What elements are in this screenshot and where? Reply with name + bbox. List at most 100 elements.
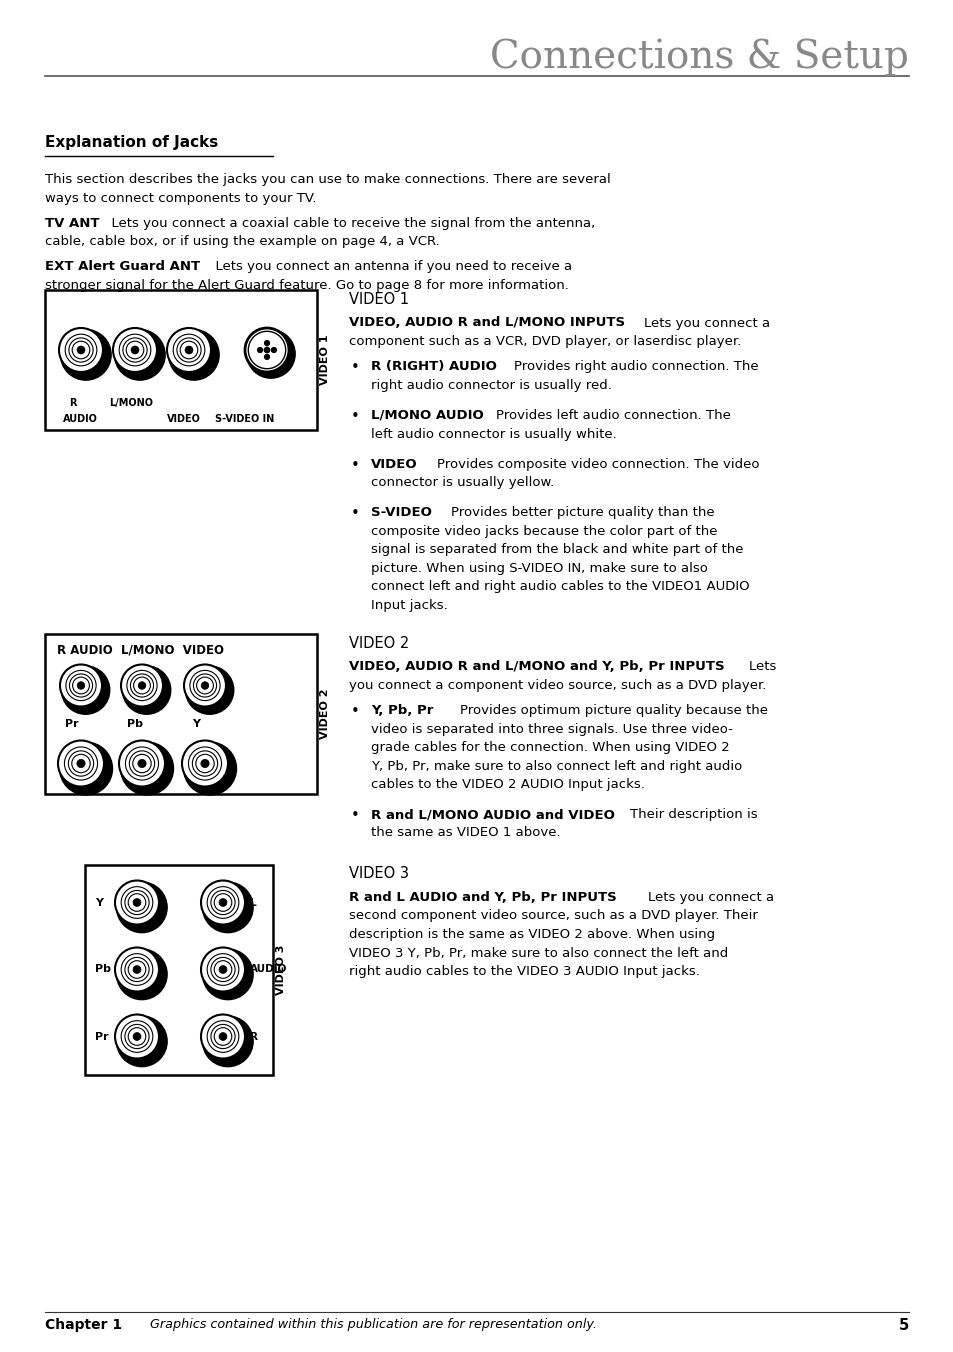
Text: VIDEO 1: VIDEO 1 <box>319 335 330 385</box>
Circle shape <box>201 948 245 991</box>
Circle shape <box>60 330 111 380</box>
Text: Lets you connect a: Lets you connect a <box>630 891 773 904</box>
Text: left audio connector is usually white.: left audio connector is usually white. <box>371 427 616 441</box>
Text: Explanation of Jacks: Explanation of Jacks <box>45 135 218 150</box>
Circle shape <box>60 664 102 707</box>
Text: stronger signal for the Alert Guard feature. Go to page 8 for more information.: stronger signal for the Alert Guard feat… <box>45 279 568 292</box>
Circle shape <box>138 681 146 690</box>
Text: R and L/MONO AUDIO and VIDEO: R and L/MONO AUDIO and VIDEO <box>371 808 615 821</box>
Text: cable, cable box, or if using the example on page 4, a VCR.: cable, cable box, or if using the exampl… <box>45 235 439 249</box>
Circle shape <box>132 1033 141 1041</box>
Text: description is the same as VIDEO 2 above. When using: description is the same as VIDEO 2 above… <box>349 927 715 941</box>
Circle shape <box>169 330 219 380</box>
Circle shape <box>115 1014 159 1059</box>
Text: Lets you connect a coaxial cable to receive the signal from the antenna,: Lets you connect a coaxial cable to rece… <box>103 218 595 230</box>
Circle shape <box>183 742 236 795</box>
Text: •: • <box>351 808 359 823</box>
Text: Provides left audio connection. The: Provides left audio connection. The <box>478 410 730 422</box>
Text: component such as a VCR, DVD player, or laserdisc player.: component such as a VCR, DVD player, or … <box>349 335 740 347</box>
Bar <box>85 864 273 1075</box>
Circle shape <box>219 965 227 973</box>
Text: S-VIDEO IN: S-VIDEO IN <box>214 415 274 425</box>
Text: Lets: Lets <box>731 660 776 673</box>
Circle shape <box>59 742 112 795</box>
Circle shape <box>272 347 276 353</box>
Text: VIDEO 1: VIDEO 1 <box>349 292 409 307</box>
Text: R (RIGHT) AUDIO: R (RIGHT) AUDIO <box>371 361 497 373</box>
Circle shape <box>120 742 173 795</box>
Circle shape <box>121 664 163 707</box>
Text: VIDEO 2: VIDEO 2 <box>349 635 409 650</box>
Circle shape <box>201 880 245 925</box>
Text: TV ANT: TV ANT <box>45 218 99 230</box>
Text: Y, Pb, Pr, make sure to also connect left and right audio: Y, Pb, Pr, make sure to also connect lef… <box>371 760 741 772</box>
Text: Provides better picture quality than the: Provides better picture quality than the <box>434 506 714 519</box>
Text: R: R <box>250 1032 257 1041</box>
Circle shape <box>184 664 226 707</box>
Text: 5: 5 <box>898 1318 908 1333</box>
Text: AUDIO: AUDIO <box>250 964 287 975</box>
Text: VIDEO 3 Y, Pb, Pr, make sure to also connect the left and: VIDEO 3 Y, Pb, Pr, make sure to also con… <box>349 946 727 960</box>
Circle shape <box>115 948 159 991</box>
Text: right audio connector is usually red.: right audio connector is usually red. <box>371 379 611 392</box>
Circle shape <box>119 741 165 787</box>
Circle shape <box>132 965 141 973</box>
Text: picture. When using S-VIDEO IN, make sure to also: picture. When using S-VIDEO IN, make sur… <box>371 561 707 575</box>
Circle shape <box>201 681 209 690</box>
Circle shape <box>77 760 85 768</box>
Circle shape <box>264 354 269 360</box>
Text: •: • <box>351 457 359 472</box>
Text: R and L AUDIO and Y, Pb, Pr INPUTS: R and L AUDIO and Y, Pb, Pr INPUTS <box>349 891 616 904</box>
Text: AUDIO: AUDIO <box>63 415 98 425</box>
Circle shape <box>61 667 110 714</box>
Circle shape <box>122 667 171 714</box>
Text: ways to connect components to your TV.: ways to connect components to your TV. <box>45 192 316 204</box>
Text: Y: Y <box>95 898 103 907</box>
Circle shape <box>58 741 104 787</box>
Circle shape <box>112 329 157 372</box>
Text: •: • <box>351 506 359 521</box>
Circle shape <box>182 741 228 787</box>
Text: Pr: Pr <box>95 1032 109 1041</box>
Text: VIDEO 3: VIDEO 3 <box>349 867 409 882</box>
Text: R AUDIO  L/MONO  VIDEO: R AUDIO L/MONO VIDEO <box>57 644 224 657</box>
Circle shape <box>116 882 167 933</box>
Bar <box>45 634 316 794</box>
Text: video is separated into three signals. Use three video-: video is separated into three signals. U… <box>371 722 732 735</box>
Text: Provides right audio connection. The: Provides right audio connection. The <box>497 361 758 373</box>
Circle shape <box>138 760 146 768</box>
Text: cables to the VIDEO 2 AUDIO Input jacks.: cables to the VIDEO 2 AUDIO Input jacks. <box>371 777 644 791</box>
Circle shape <box>185 346 193 354</box>
Circle shape <box>219 899 227 906</box>
Text: •: • <box>351 704 359 719</box>
Circle shape <box>116 1017 167 1067</box>
Text: VIDEO, AUDIO R and L/MONO and Y, Pb, Pr INPUTS: VIDEO, AUDIO R and L/MONO and Y, Pb, Pr … <box>349 660 724 673</box>
Circle shape <box>115 880 159 925</box>
Text: grade cables for the connection. When using VIDEO 2: grade cables for the connection. When us… <box>371 741 729 754</box>
Text: Lets you connect an antenna if you need to receive a: Lets you connect an antenna if you need … <box>207 260 572 273</box>
Text: connector is usually yellow.: connector is usually yellow. <box>371 476 554 489</box>
Circle shape <box>77 346 85 354</box>
Text: VIDEO 3: VIDEO 3 <box>275 944 286 995</box>
Text: L/MONO: L/MONO <box>109 397 152 408</box>
Text: EXT Alert Guard ANT: EXT Alert Guard ANT <box>45 260 200 273</box>
Text: second component video source, such as a DVD player. Their: second component video source, such as a… <box>349 910 757 922</box>
Circle shape <box>59 329 103 372</box>
Text: Pb: Pb <box>95 964 111 975</box>
Bar <box>45 289 316 430</box>
Text: This section describes the jacks you can use to make connections. There are seve: This section describes the jacks you can… <box>45 173 610 187</box>
Text: VIDEO 2: VIDEO 2 <box>319 688 330 738</box>
Text: VIDEO: VIDEO <box>167 415 201 425</box>
Text: L/MONO AUDIO: L/MONO AUDIO <box>371 410 483 422</box>
Circle shape <box>132 899 141 906</box>
Text: Pb: Pb <box>127 718 143 729</box>
Circle shape <box>202 1017 253 1067</box>
Text: the same as VIDEO 1 above.: the same as VIDEO 1 above. <box>371 826 560 840</box>
Circle shape <box>185 667 233 714</box>
Text: VIDEO: VIDEO <box>371 457 417 470</box>
Circle shape <box>264 341 269 346</box>
Text: Connections & Setup: Connections & Setup <box>490 38 908 76</box>
Text: Their description is: Their description is <box>613 808 757 821</box>
Text: S-VIDEO: S-VIDEO <box>371 506 432 519</box>
Circle shape <box>248 331 285 369</box>
